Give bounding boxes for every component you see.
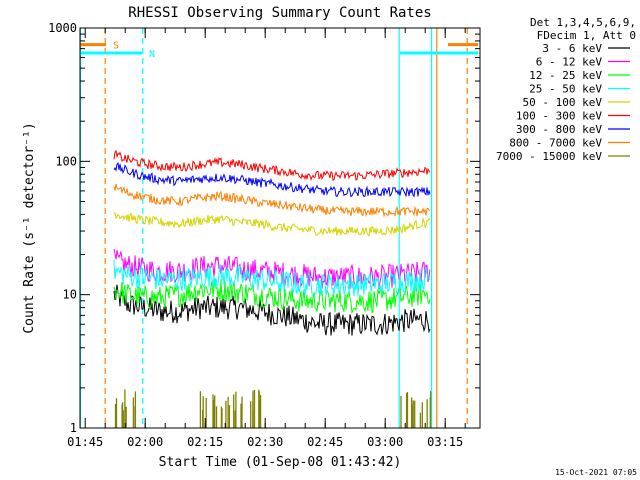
legend-label-3-6-kev: 3 - 6 keV: [542, 42, 602, 55]
legend-header-line-2: FDecim 1, Att 0: [537, 29, 636, 42]
timestamp: 15-Oct-2021 07:05: [555, 468, 637, 477]
legend-label-25-50-kev: 25 - 50 keV: [529, 83, 602, 96]
plot-frame: [79, 27, 481, 429]
legend-label-50-100-kev: 50 - 100 keV: [523, 96, 603, 109]
y-tick-label: 10: [63, 288, 77, 302]
legend: Det 1,3,4,5,6,9,FDecim 1, Att 03 - 6 keV…: [496, 16, 636, 163]
y-axis-label: Count Rate (s⁻¹ detector⁻¹): [22, 122, 37, 333]
x-axis-label: Start Time (01-Sep-08 01:43:42): [159, 455, 402, 470]
x-axis: 01:45 02:00 02:15 02:30 02:45 03:00 03:15: [67, 28, 466, 449]
x-tick-label: 01:45: [67, 435, 103, 449]
legend-label-300-800-kev: 300 - 800 keV: [516, 123, 602, 136]
series-line-800-7000-kev: [113, 183, 431, 218]
x-tick-label: 03:00: [367, 435, 403, 449]
legend-label-800-7000-kev: 800 - 7000 keV: [509, 137, 602, 150]
series-line-300-800-kev: [113, 161, 431, 198]
y-tick-label: 100: [55, 154, 77, 168]
series-line-100-300-kev: [113, 149, 431, 182]
legend-label-100-300-kev: 100 - 300 keV: [516, 110, 602, 123]
series-line-3-6-kev: [113, 284, 431, 336]
x-tick-label: 03:15: [427, 435, 463, 449]
y-axis: 1 10 100 1000: [48, 21, 480, 435]
legend-header-line-1: Det 1,3,4,5,6,9,: [530, 16, 636, 29]
state-label-s: S: [113, 41, 119, 52]
y-tick-label: 1000: [48, 21, 77, 35]
legend-label-6-12-kev: 6 - 12 keV: [536, 56, 603, 69]
x-tick-label: 02:15: [187, 435, 223, 449]
y-tick-label: 1: [70, 421, 77, 435]
legend-label-7000-15000-kev: 7000 - 15000 keV: [496, 150, 602, 163]
series-line-12-25-kev: [113, 278, 431, 315]
x-tick-label: 02:30: [247, 435, 283, 449]
x-tick-label: 02:00: [127, 435, 163, 449]
chart-title: RHESSI Observing Summary Count Rates: [128, 5, 431, 21]
series-line-50-100-kev: [113, 211, 431, 237]
series-line-25-50-kev: [113, 259, 431, 297]
state-label-n: N: [149, 49, 155, 60]
x-tick-label: 02:45: [307, 435, 343, 449]
series-line-6-12-kev: [113, 248, 431, 290]
legend-label-12-25-kev: 12 - 25 keV: [529, 69, 602, 82]
